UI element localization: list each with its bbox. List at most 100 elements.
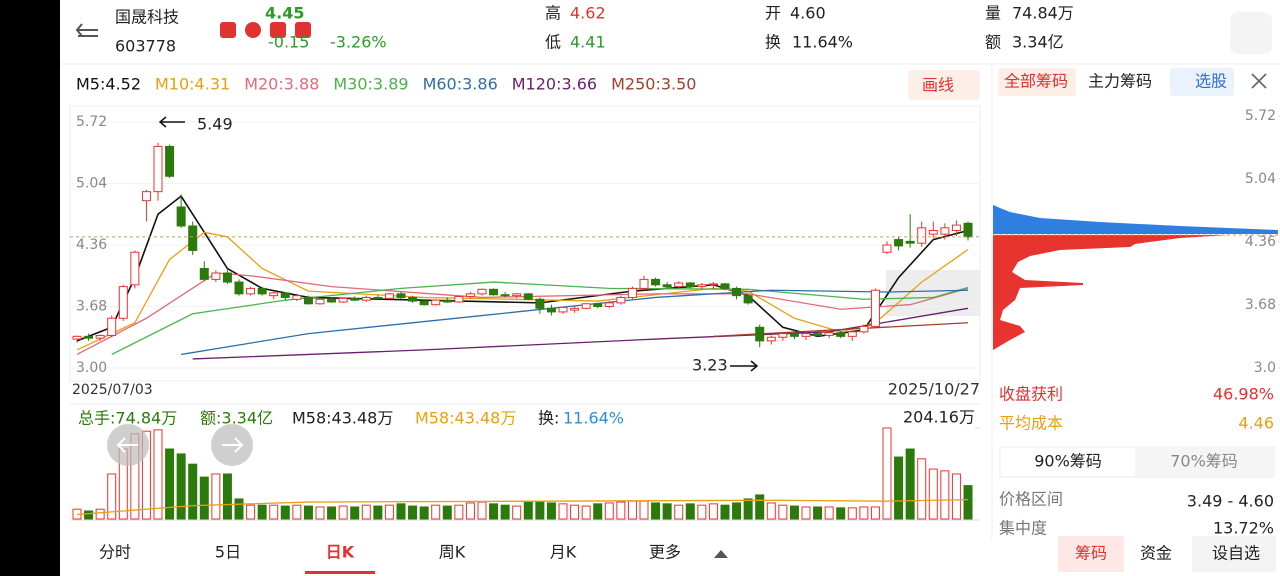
candle-body (674, 282, 684, 288)
candle-body (118, 286, 128, 319)
volume-bar (940, 470, 950, 520)
stock-name: 国晟科技 (115, 8, 179, 27)
candle-body (315, 298, 325, 305)
candle-body (292, 295, 302, 300)
volume-bar (870, 506, 880, 520)
volume-bar (489, 503, 499, 520)
segment[interactable]: 70%筹码 (1170, 452, 1238, 471)
volume-bar (465, 502, 475, 520)
volume-bar (327, 506, 337, 520)
chip-tab[interactable]: 主力筹码 (1088, 72, 1152, 91)
action[interactable]: 设自选 (1212, 544, 1260, 563)
period-tab[interactable]: 月K (550, 543, 577, 562)
period-tab[interactable]: 日K (326, 543, 355, 562)
volume-bar (384, 504, 394, 520)
volume-bar (246, 504, 256, 520)
candle-body (708, 283, 718, 286)
candle-body (338, 297, 348, 303)
volume-bar (350, 506, 360, 520)
volume-bar (165, 448, 175, 520)
avg-cost-label: 平均成本 (999, 414, 1063, 433)
volume-bar (303, 505, 313, 520)
high-label: 高 (545, 4, 561, 23)
volume-bar (951, 473, 961, 520)
range-label: 价格区间 (999, 490, 1063, 509)
badge-icon (295, 22, 311, 38)
volume-bar (778, 504, 788, 520)
volume-bar (338, 505, 348, 520)
period-tab[interactable]: 分时 (99, 543, 131, 562)
candle-body (176, 206, 186, 227)
candle-body (373, 296, 383, 299)
min-label: 3.23 (692, 356, 728, 375)
action[interactable]: 资金 (1140, 544, 1172, 563)
candle-body (95, 334, 105, 339)
chip-tab[interactable]: 选股 (1195, 72, 1227, 91)
candle-body (824, 332, 834, 336)
chip-tick-label: 4.36 (1245, 234, 1276, 250)
chip-tab[interactable]: 全部筹码 (1004, 72, 1068, 91)
candle-body (882, 244, 892, 253)
close-icon[interactable] (1251, 73, 1267, 89)
volume-bar (917, 458, 927, 520)
candle-body (766, 336, 776, 342)
candle-body (350, 297, 360, 301)
draw-button[interactable] (908, 70, 980, 100)
candle-body (627, 287, 637, 298)
period-tab[interactable]: 5日 (215, 543, 241, 562)
volume-bar (743, 498, 753, 520)
candle-body (489, 288, 499, 296)
period-tab[interactable]: 周K (439, 543, 466, 562)
profit-label: 收盘获利 (999, 385, 1063, 404)
candle-body (130, 251, 140, 286)
vol-ma: M58:43.48万 (415, 409, 516, 428)
volume-bar (535, 500, 545, 520)
ma-line (76, 194, 969, 342)
segment[interactable]: 90%筹码 (1034, 452, 1102, 471)
volume-bar (766, 502, 776, 520)
candle-body (755, 326, 765, 342)
volume-bar (292, 504, 302, 520)
candle-body (581, 303, 591, 309)
candle-body (246, 287, 256, 295)
profit: 46.98% (1213, 385, 1274, 404)
y-tick-label: 3.68 (76, 299, 107, 315)
volume-bar (604, 502, 614, 520)
action[interactable]: 筹码 (1075, 544, 1107, 563)
candle-body (512, 293, 522, 297)
volume-chart: 204.16万 (70, 408, 980, 521)
stock-code: 603778 (115, 37, 176, 56)
candle-body (546, 307, 556, 313)
volume-bar (396, 503, 406, 520)
back-icon[interactable] (75, 23, 98, 37)
ma-label: M10:4.31 (155, 75, 230, 94)
candle-body (327, 298, 337, 303)
volume-bar (546, 502, 556, 520)
volume-ma-line (76, 498, 969, 516)
candle-body (303, 296, 313, 305)
ma-label: M60:3.86 (423, 75, 498, 94)
volume-bar (882, 427, 892, 520)
concentration: 13.72% (1213, 519, 1274, 538)
change: -0.15 (268, 33, 309, 52)
volume-bar (500, 504, 510, 520)
y-tick-label: 5.04 (76, 176, 107, 192)
max-label: 5.49 (197, 115, 233, 134)
candle-body (685, 282, 695, 288)
period-tab[interactable]: 更多 (649, 543, 681, 562)
volume-bar (269, 504, 279, 520)
volume-bar (801, 506, 811, 520)
candle-body (188, 225, 198, 251)
menu-icon[interactable] (1230, 12, 1272, 54)
candle-body (257, 287, 267, 295)
volume-bar (373, 505, 383, 520)
candle-body (801, 333, 811, 337)
volume-bar (732, 502, 742, 520)
volume-bar (107, 473, 117, 520)
action-bg (1058, 536, 1124, 572)
chip-distribution (993, 235, 1230, 350)
volume-bar (928, 468, 938, 520)
volume-bar (720, 504, 730, 520)
min-arrow (730, 360, 759, 372)
